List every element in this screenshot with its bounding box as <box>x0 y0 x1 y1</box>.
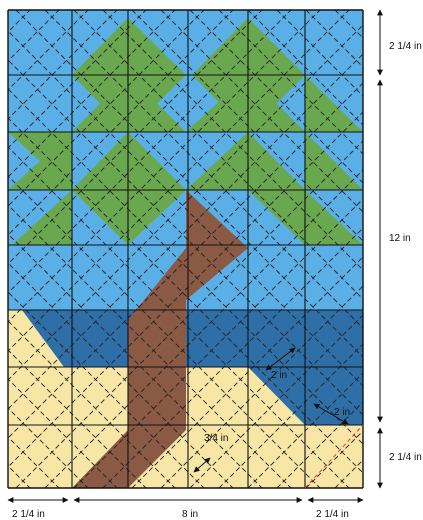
quilting-line <box>131 256 363 488</box>
quilting-line <box>160 285 363 488</box>
label-bottom-left: 2 1/4 in <box>12 509 45 520</box>
leaf-triangle <box>72 190 186 245</box>
quilting-line <box>0 10 1 488</box>
label-top-right: 2 1/4 in <box>389 41 422 52</box>
quilting-line <box>189 314 363 488</box>
label-bottom-middle: 8 in <box>182 509 198 520</box>
quilting-line <box>364 10 423 488</box>
dim-arrow-inner-2in-b <box>313 403 349 425</box>
quilting-line <box>0 10 1 488</box>
dim-arrow-inner-3-4in <box>193 457 211 473</box>
block-grid <box>7 9 364 489</box>
quilting-line <box>189 10 363 184</box>
quilting-line <box>218 10 363 155</box>
quilting-line <box>15 140 363 488</box>
label-right-middle: 12 in <box>389 233 411 244</box>
label-bottom-right: 2 1/4 in <box>316 509 349 520</box>
cut-line <box>304 424 364 489</box>
leaf-triangle <box>305 132 363 190</box>
leaf-triangle <box>12 190 72 245</box>
label-inner-2in-a: 2 in <box>271 370 287 381</box>
label-inner-3-4in: 3/4 in <box>204 433 228 444</box>
label-bottom-right-side: 2 1/4 in <box>389 452 422 463</box>
quilting-line <box>218 343 363 488</box>
leaf-triangle <box>8 132 72 190</box>
quilting-line <box>364 10 423 488</box>
leaf-triangle <box>305 75 363 132</box>
dimension-labels: 2 1/4 in 12 in 2 1/4 in 2 1/4 in 8 in 2 … <box>12 41 422 520</box>
leaf-triangle <box>186 75 305 132</box>
quilting-line <box>276 401 363 488</box>
quilting-line <box>276 10 363 97</box>
quilt-regions <box>8 10 363 488</box>
quilting-line <box>8 111 363 468</box>
quilting-line <box>393 10 423 488</box>
leaf-triangle <box>72 132 186 190</box>
quilting-line <box>73 198 363 488</box>
quilting-line <box>247 10 363 126</box>
leaf-triangle <box>186 132 305 190</box>
label-inner-2in-b: 2 in <box>334 407 350 418</box>
dim-arrow-inner-2in-a <box>265 347 296 371</box>
quilting-line <box>160 10 363 213</box>
dimension-lines <box>7 9 383 503</box>
quilting-line <box>131 10 363 242</box>
leaf-triangle <box>72 75 186 132</box>
tree-trunk <box>72 190 248 488</box>
leaf-triangle <box>72 18 186 75</box>
quilting-line <box>44 169 363 488</box>
quilting-line <box>102 227 363 488</box>
quilting-line <box>393 10 423 488</box>
